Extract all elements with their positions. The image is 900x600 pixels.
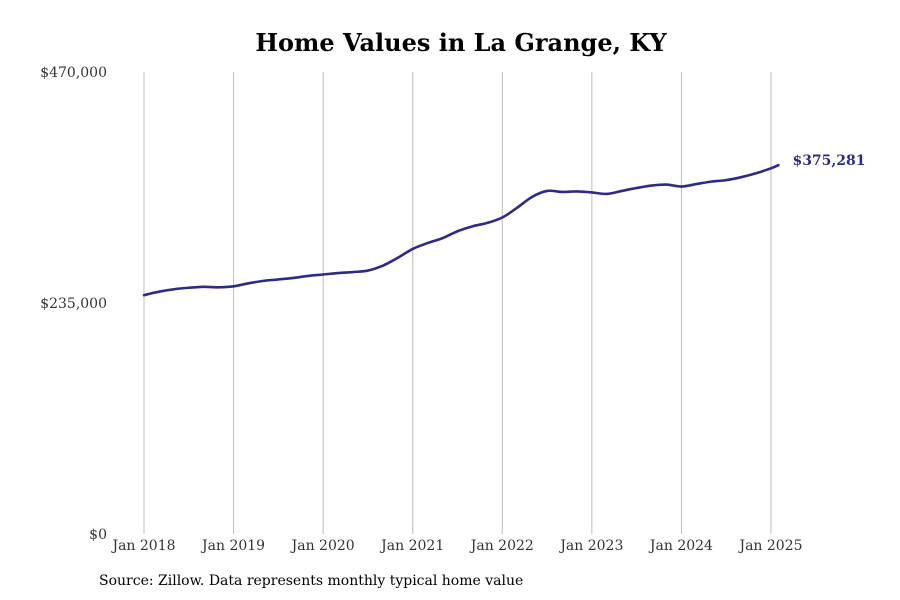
end-value-label: $375,281	[792, 153, 865, 169]
x-tick-label: Jan 2025	[737, 538, 802, 554]
x-tick-label: Jan 2022	[469, 538, 534, 554]
x-tick-label: Jan 2020	[290, 538, 355, 554]
source-note: Source: Zillow. Data represents monthly …	[99, 573, 524, 589]
x-tick-label: Jan 2021	[379, 538, 444, 554]
x-tick-label: Jan 2018	[110, 538, 175, 554]
x-tick-label: Jan 2023	[558, 538, 623, 554]
series-line	[142, 163, 780, 297]
y-tick-label: $235,000	[40, 296, 107, 312]
y-tick-label: $470,000	[40, 65, 107, 81]
chart-title: Home Values in La Grange, KY	[255, 28, 667, 57]
x-tick-label: Jan 2019	[200, 538, 265, 554]
y-tick-label: $0	[89, 527, 107, 543]
x-tick-label: Jan 2024	[648, 538, 713, 554]
